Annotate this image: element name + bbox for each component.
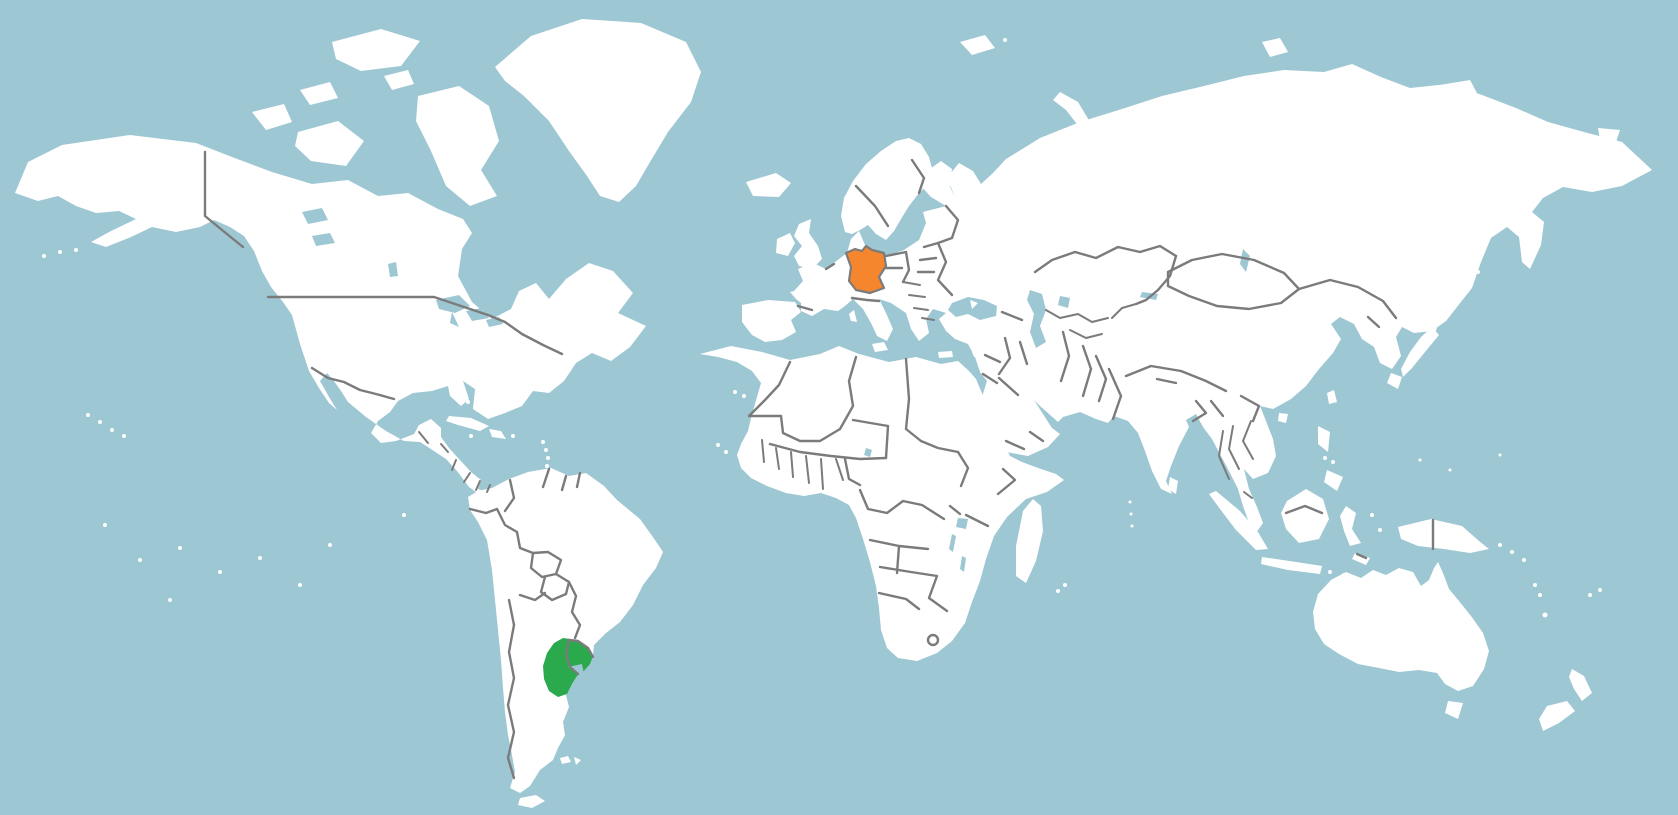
- landmass-british-isles: [776, 219, 822, 269]
- landmass-caribbean: [446, 416, 506, 439]
- canadian-lakes: [302, 208, 398, 277]
- landmass-greenland: [495, 19, 701, 202]
- landmass-iberia: [742, 300, 801, 342]
- small-islands: [42, 38, 1602, 618]
- landmass-north-america: [15, 135, 646, 495]
- landmass-australia: [1313, 562, 1592, 731]
- landmass-med-islands: [849, 310, 982, 358]
- caspian-sea: [1027, 290, 1046, 348]
- pampas-uruguay-highlight: [543, 638, 593, 697]
- landmass-africa: [700, 346, 1064, 661]
- landmass-iceland: [746, 173, 791, 197]
- landmass-scandinavia: [841, 138, 933, 240]
- country-borders: [203, 150, 1435, 780]
- landmass-south-america: [468, 468, 663, 808]
- landmass-arctic-islands: [252, 29, 499, 206]
- aral-balkhash-baikal: [1058, 249, 1250, 308]
- landmass-southeast-asia-islands: [1209, 426, 1489, 574]
- crimea-peninsula: [970, 300, 978, 309]
- landmass-madagascar: [1016, 499, 1043, 583]
- landmasses: [15, 19, 1652, 808]
- uruguay-borders: [564, 638, 595, 676]
- germany-highlight: [844, 244, 888, 295]
- landmass-eurasia: [790, 64, 1652, 533]
